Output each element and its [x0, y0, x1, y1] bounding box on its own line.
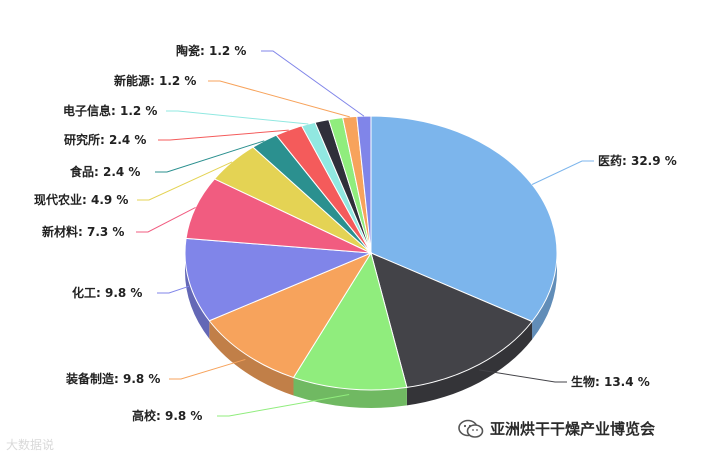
slice-4-leader	[157, 285, 190, 294]
slice-4-label: 化工: 9.8 %	[72, 285, 142, 300]
slice-7-leader	[155, 140, 265, 173]
slice-6-leader	[137, 161, 233, 201]
slice-1	[370, 252, 533, 388]
watermark-right-text: 亚洲烘干干燥产业博览会	[490, 420, 656, 438]
slice-0	[370, 115, 558, 323]
slice-2-leader	[217, 393, 350, 417]
slice-1-side	[406, 321, 533, 406]
slice-13	[356, 115, 372, 254]
slice-4-side	[185, 253, 210, 339]
slice-2	[292, 251, 408, 391]
slice-8-leader	[158, 129, 289, 141]
slice-2-label: 高校: 9.8 %	[132, 408, 202, 423]
slice-3-leader	[169, 358, 246, 380]
slice-5-label: 新材料: 7.3 %	[42, 224, 124, 239]
slice-0-label: 医药: 32.9 %	[598, 153, 677, 168]
slice-12-leader	[208, 80, 350, 118]
watermark-right: 亚洲烘干干燥产业博览会	[458, 418, 655, 439]
slice-3-label: 装备制造: 9.8 %	[65, 371, 160, 386]
watermark-left-text: 大数据说	[6, 438, 55, 452]
slice-5-leader	[136, 206, 196, 233]
watermark-left: 大数据说	[6, 436, 54, 453]
wechat-icon	[458, 419, 484, 438]
slice-13-leader	[261, 50, 365, 117]
slice-12-label: 新能源: 1.2 %	[114, 73, 196, 88]
slice-7-label: 食品: 2.4 %	[69, 164, 140, 179]
slice-4	[184, 237, 372, 322]
slice-9-label: 电子信息: 1.2 %	[63, 103, 157, 118]
slice-0-side	[532, 253, 557, 340]
slice-8-label: 研究所: 2.4 %	[64, 132, 146, 147]
slice-9-leader	[166, 110, 309, 125]
slice-6-label: 现代农业: 4.9 %	[34, 192, 128, 207]
slice-3	[208, 251, 373, 379]
slice-0-leader	[531, 160, 594, 185]
slice-1-leader	[479, 369, 567, 383]
slice-13-label: 陶瓷: 1.2 %	[176, 43, 246, 58]
slice-1-label: 生物: 13.4 %	[571, 374, 650, 389]
